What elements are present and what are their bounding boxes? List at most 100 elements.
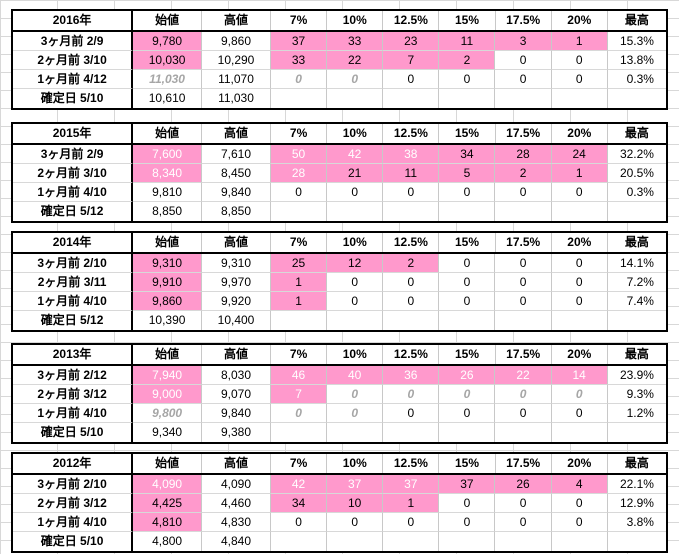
data-cell[interactable] [271, 202, 328, 221]
data-cell[interactable]: 21 [327, 164, 384, 183]
data-cell[interactable]: 0 [270, 70, 328, 89]
data-cell[interactable]: 0 [383, 385, 440, 404]
data-cell[interactable] [327, 311, 384, 330]
data-cell[interactable]: 37 [270, 32, 328, 51]
row-label-cell[interactable]: 1ヶ月前 4/12 [13, 70, 134, 89]
data-cell[interactable]: 7 [383, 51, 440, 70]
data-cell[interactable]: 0 [439, 254, 496, 273]
data-cell[interactable]: 0 [383, 292, 440, 311]
data-cell[interactable]: 4,840 [202, 532, 271, 551]
data-cell[interactable] [608, 532, 666, 551]
data-cell[interactable]: 9,840 [202, 404, 271, 423]
data-cell[interactable]: 7,610 [202, 145, 271, 164]
data-cell[interactable] [495, 423, 552, 442]
row-label-cell[interactable]: 2ヶ月前 3/12 [13, 385, 134, 404]
data-cell[interactable]: 0 [439, 513, 496, 532]
column-header-cell[interactable]: 15% [439, 11, 496, 30]
row-label-cell[interactable]: 2ヶ月前 3/10 [13, 51, 134, 70]
data-cell[interactable]: 0 [383, 273, 440, 292]
data-cell[interactable]: 0 [439, 494, 496, 513]
data-cell[interactable]: 9,000 [133, 385, 203, 404]
data-cell[interactable] [608, 202, 666, 221]
data-cell[interactable] [383, 202, 440, 221]
data-cell[interactable] [495, 311, 552, 330]
row-label-cell[interactable]: 3ヶ月前 2/12 [13, 366, 134, 385]
column-header-cell[interactable]: 12.5% [383, 454, 440, 473]
data-cell[interactable] [439, 532, 496, 551]
data-cell[interactable]: 0 [551, 513, 608, 532]
column-header-cell[interactable]: 高値 [202, 233, 272, 252]
data-cell[interactable]: 37 [383, 475, 440, 494]
row-label-cell[interactable]: 2ヶ月前 3/11 [13, 273, 134, 292]
data-cell[interactable]: 10,030 [133, 51, 203, 70]
year-cell[interactable]: 2012年 [13, 454, 134, 473]
data-cell[interactable]: 9,380 [202, 423, 271, 442]
data-cell[interactable] [327, 423, 384, 442]
data-cell[interactable]: 9,920 [202, 292, 271, 311]
data-cell[interactable]: 25 [270, 254, 328, 273]
data-cell[interactable]: 0 [551, 273, 608, 292]
data-cell[interactable]: 12.9% [607, 494, 666, 513]
data-cell[interactable]: 8,850 [202, 202, 271, 221]
column-header-cell[interactable]: 最高 [624, 347, 649, 361]
column-header-cell[interactable]: 高値 [202, 11, 272, 30]
column-header-cell[interactable]: 17.5% [496, 124, 552, 143]
data-cell[interactable]: 0 [327, 513, 384, 532]
data-cell[interactable]: 34 [270, 494, 328, 513]
data-cell[interactable] [552, 311, 608, 330]
data-cell[interactable]: 0 [495, 494, 552, 513]
data-cell[interactable]: 14.1% [607, 254, 666, 273]
data-cell[interactable] [383, 423, 440, 442]
data-cell[interactable]: 0 [495, 385, 552, 404]
column-header-cell[interactable]: 高値 [202, 454, 272, 473]
data-cell[interactable]: 0 [495, 51, 552, 70]
data-cell[interactable]: 3.8% [607, 513, 666, 532]
data-cell[interactable]: 1 [270, 273, 328, 292]
data-cell[interactable]: 26 [495, 475, 552, 494]
data-cell[interactable]: 0 [327, 292, 384, 311]
data-cell[interactable]: 9.3% [607, 385, 666, 404]
column-header-cell[interactable]: 15% [439, 454, 496, 473]
data-cell[interactable]: 8,850 [133, 202, 203, 221]
data-cell[interactable]: 4,090 [133, 475, 203, 494]
data-cell[interactable] [271, 532, 328, 551]
column-header-cell[interactable]: 始値 [133, 11, 203, 30]
data-cell[interactable]: 10,290 [202, 51, 271, 70]
data-cell[interactable]: 0 [495, 70, 552, 89]
column-header-cell[interactable]: 20% [552, 124, 608, 143]
year-cell[interactable]: 2015年 [13, 124, 134, 143]
data-cell[interactable] [608, 89, 666, 108]
data-cell[interactable]: 0 [551, 292, 608, 311]
column-header-cell[interactable]: 始値 [133, 345, 203, 364]
column-header-cell[interactable]: 10% [327, 11, 384, 30]
row-label-cell[interactable]: 確定日 5/10 [13, 532, 134, 551]
data-cell[interactable]: 0.3% [607, 183, 666, 202]
data-cell[interactable]: 50 [270, 145, 328, 164]
column-header-cell[interactable]: 17.5% [496, 345, 552, 364]
row-label-cell[interactable]: 確定日 5/12 [13, 311, 134, 330]
data-cell[interactable]: 8,340 [133, 164, 203, 183]
data-cell[interactable]: 11 [383, 164, 440, 183]
data-cell[interactable]: 10,610 [133, 89, 203, 108]
data-cell[interactable] [327, 202, 384, 221]
column-header-cell[interactable]: 10% [327, 345, 384, 364]
data-cell[interactable]: 8,030 [202, 366, 271, 385]
column-header-cell[interactable]: 12.5% [383, 345, 440, 364]
row-label-cell[interactable]: 3ヶ月前 2/9 [13, 32, 134, 51]
data-cell[interactable]: 7.2% [607, 273, 666, 292]
row-label-cell[interactable]: 3ヶ月前 2/10 [13, 475, 134, 494]
data-cell[interactable]: 26 [439, 366, 496, 385]
column-header-cell[interactable]: 17.5% [496, 11, 552, 30]
data-cell[interactable]: 33 [327, 32, 384, 51]
data-cell[interactable]: 7 [270, 385, 328, 404]
column-header-cell[interactable]: 7% [271, 233, 328, 252]
column-header-cell[interactable]: 最高 [624, 13, 649, 27]
data-cell[interactable]: 4,460 [202, 494, 271, 513]
data-cell[interactable]: 4,800 [133, 532, 203, 551]
column-header-cell[interactable]: 始値 [133, 454, 203, 473]
data-cell[interactable]: 2 [495, 164, 552, 183]
data-cell[interactable] [383, 311, 440, 330]
data-cell[interactable]: 0 [270, 513, 328, 532]
data-cell[interactable]: 1 [383, 494, 440, 513]
data-cell[interactable]: 9,840 [202, 183, 271, 202]
